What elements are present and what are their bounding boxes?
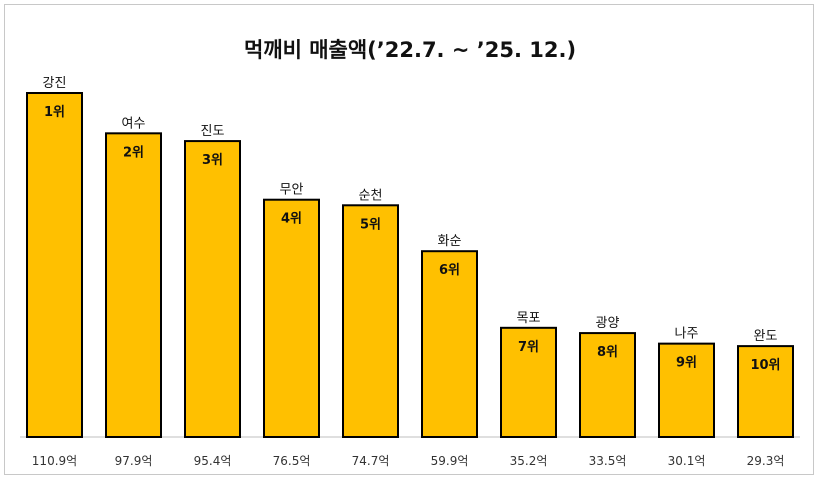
rank-label: 4위 — [281, 212, 302, 227]
rank-label: 6위 — [439, 263, 460, 278]
rank-label: 10위 — [750, 358, 780, 373]
category-label: 화순 — [438, 234, 462, 249]
value-label: 74.7억 — [352, 454, 390, 468]
category-label: 완도 — [754, 329, 778, 344]
category-label: 광양 — [596, 316, 620, 331]
category-label: 강진 — [43, 76, 67, 91]
value-label: 76.5억 — [273, 454, 311, 468]
rank-label: 1위 — [44, 105, 65, 120]
category-label: 무안 — [280, 183, 304, 198]
rank-label: 8위 — [597, 345, 618, 360]
bar-광양 — [579, 332, 636, 439]
category-label: 목포 — [517, 311, 541, 326]
value-label: 30.1억 — [668, 454, 706, 468]
bar-진도 — [184, 140, 241, 438]
value-label: 29.3억 — [747, 454, 785, 468]
rank-label: 9위 — [676, 356, 697, 371]
value-label: 35.2억 — [510, 454, 548, 468]
bar-무안 — [263, 198, 320, 438]
category-label: 순천 — [359, 188, 383, 203]
bar-여수 — [105, 132, 162, 438]
rank-label: 3위 — [202, 153, 223, 168]
bar-강진 — [26, 92, 83, 438]
value-label: 95.4억 — [194, 454, 232, 468]
category-label: 진도 — [201, 124, 225, 139]
rank-label: 2위 — [123, 145, 144, 160]
rank-label: 5위 — [360, 217, 381, 232]
chart-title: 먹깨비 매출액(’22.7. ~ ’25. 12.) — [244, 38, 576, 62]
bar-화순 — [421, 250, 478, 438]
value-label: 97.9억 — [115, 454, 153, 468]
rank-label: 7위 — [518, 340, 539, 355]
bar-순천 — [342, 204, 399, 438]
bar-목포 — [500, 326, 557, 439]
value-label: 59.9억 — [431, 454, 469, 468]
bar-나주 — [658, 342, 715, 438]
category-label: 나주 — [675, 327, 699, 342]
value-label: 33.5억 — [589, 454, 627, 468]
bars-group: 강진 1위 110.9억 여수 2위 97.9억 진도 3위 95.4억 무안 4위 76.5억 순천 5… — [26, 76, 794, 468]
bar-완도 — [737, 345, 794, 439]
value-label: 110.9억 — [32, 454, 77, 468]
category-label: 여수 — [122, 116, 146, 131]
